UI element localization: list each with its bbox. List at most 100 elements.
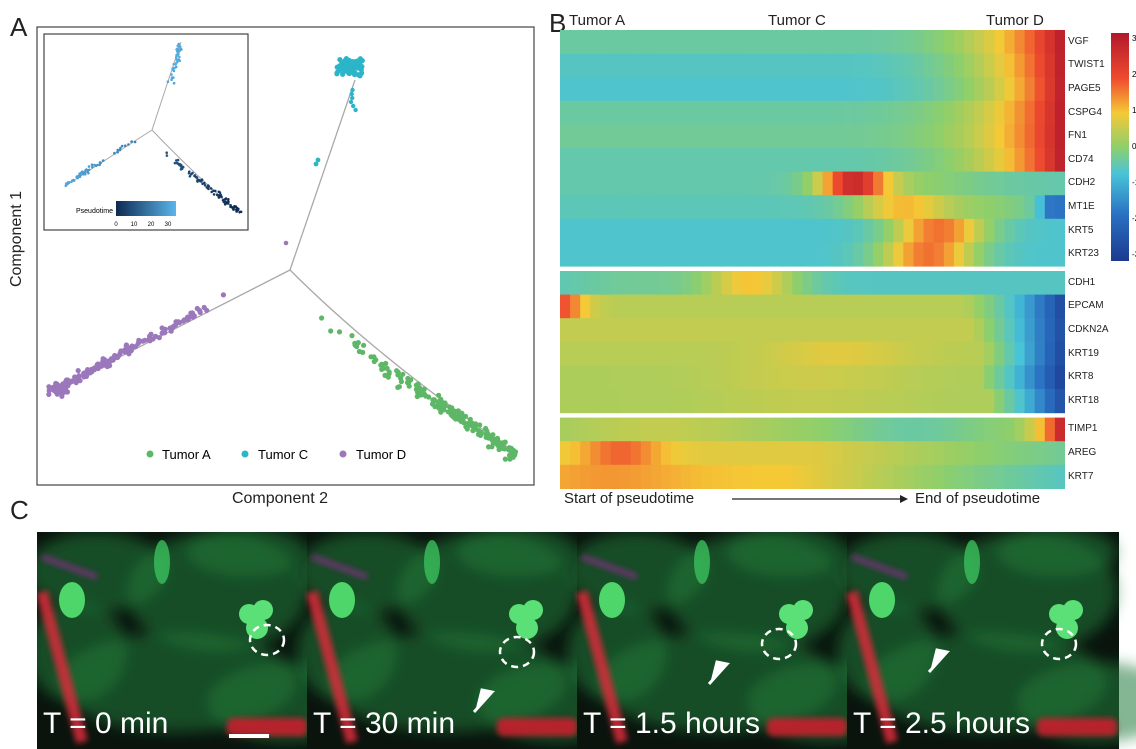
heatmap-cell [570,53,581,78]
heatmap-cell [893,195,904,220]
heatmap-cell [842,464,854,489]
heatmap-cell [570,365,581,390]
heatmap-cell [873,148,884,173]
heatmap-cell [832,100,844,125]
heatmap-cell [1054,294,1065,319]
heatmap-cell [580,171,591,196]
heatmap-cell [701,441,713,466]
heatmap-cell [913,417,925,442]
heatmap-cell [681,30,692,55]
x-end-label: End of pseudotime [915,490,1041,507]
heatmap-cell [812,100,824,125]
heatmap-cell [772,318,783,343]
heatmap-cell [1044,242,1056,267]
heatmap-cell [792,341,803,366]
colorbar-tick-2: 2 [1132,70,1136,79]
heatmap-cell [762,100,773,125]
heatmap-cell [681,341,692,366]
cell-point [65,377,71,383]
cell-point [453,416,459,422]
cell-point [341,59,347,65]
heatmap-cell [832,195,844,220]
timelapse-strip [37,532,1136,749]
heatmap-cell [762,464,773,489]
heatmap-cell [610,218,622,243]
inset-point [170,78,173,81]
heatmap-cell [580,195,591,220]
heatmap-cell [1034,218,1046,243]
heatmap-cell [933,100,945,125]
heatmap-cell [812,30,824,55]
heatmap-cell [873,271,884,296]
heatmap-cell [913,148,925,173]
heatmap-cell [802,318,814,343]
heatmap-cell [802,417,814,442]
cell-point [336,329,343,335]
heatmap-cell [913,77,925,102]
heatmap-cell [903,30,915,55]
heatmap-cell [852,124,864,149]
heatmap-cell [792,318,803,343]
heatmap-cell [570,271,581,296]
heatmap-cell [984,464,995,489]
heatmap-cell [974,242,985,267]
heatmap-cell [994,218,1005,243]
heatmap-cell [610,441,622,466]
heatmap-cell [610,464,622,489]
heatmap-cell [590,294,601,319]
heatmap-cell [903,365,915,390]
heatmap-cell [923,242,935,267]
heatmap-cell [560,100,571,125]
heatmap-cell [822,195,834,220]
cell-point [82,370,88,376]
heatmap-cell [1004,124,1016,149]
heatmap-cell [913,195,925,220]
heatmap-cell [812,53,824,78]
heatmap-cell [640,77,652,102]
heatmap-cell [661,365,672,390]
heatmap-cell [883,30,894,55]
heatmap-cell [570,218,581,243]
heatmap-cell [610,77,622,102]
heatmap-cell [741,318,753,343]
heatmap-cell [721,171,733,196]
heatmap-cell [1054,100,1065,125]
heatmap-cell [842,218,854,243]
heatmap-cell [772,365,783,390]
heatmap-cell [863,77,874,102]
heatmap-cell [560,365,571,390]
heatmap-cell [600,294,612,319]
inset-colorbar [116,201,176,216]
heatmap-cell [974,53,985,78]
heatmap-cell [933,242,945,267]
heatmap-cell [600,271,612,296]
heatmap-cell [610,318,622,343]
cell-point [315,157,321,163]
cell-point [442,400,448,406]
heatmap-cell [883,53,894,78]
heatmap-cell [630,148,642,173]
inset-point [234,205,238,208]
cell-point [94,363,100,369]
heatmap-cell [1024,218,1036,243]
heatmap-cell [762,53,773,78]
heatmap-cell [1024,341,1036,366]
heatmap-cell [721,148,733,173]
heatmap-cell [741,417,753,442]
cell-point [204,307,210,313]
heatmap-cell [792,389,803,414]
heatmap-cell [580,318,591,343]
heatmap-cell [560,148,571,173]
heatmap-cell [681,242,692,267]
heatmap-cell [630,271,642,296]
heatmap-cell [893,171,904,196]
heatmap-cell [741,271,753,296]
heatmap-cell [964,171,975,196]
heatmap-cell [923,195,935,220]
heatmap-cell [560,341,571,366]
heatmap-cell [721,341,733,366]
heatmap-cell [570,417,581,442]
heatmap-cell [1004,242,1016,267]
cell-point [502,456,508,462]
heatmap-cell [782,441,793,466]
